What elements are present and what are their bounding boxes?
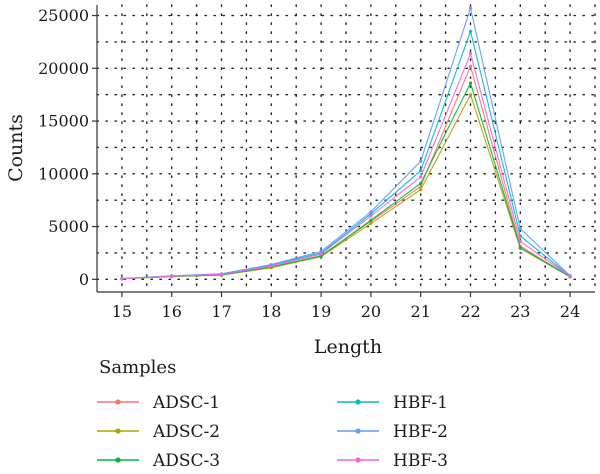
data-point [468, 51, 473, 56]
data-point [170, 274, 174, 278]
data-point [369, 214, 373, 218]
x-tick-label: 24 [560, 302, 580, 321]
data-point [468, 93, 473, 97]
data-point [518, 246, 522, 250]
data-point [468, 81, 473, 85]
data-point [468, 6, 473, 10]
data-point [120, 277, 124, 281]
x-tick-label: 23 [510, 302, 530, 321]
legend-item: HBF-2 [337, 422, 448, 442]
legend-label: HBF-2 [393, 422, 448, 442]
data-point [419, 159, 423, 163]
legend-label: ADSC-3 [152, 451, 220, 471]
legend-item: ADSC-3 [97, 451, 220, 471]
x-tick-label: 20 [361, 302, 381, 321]
x-tick-label: 17 [211, 302, 231, 321]
x-tick-label: 19 [311, 302, 331, 321]
series-line [121, 51, 571, 280]
data-point [468, 29, 473, 33]
y-axis-title: Counts [5, 114, 27, 182]
legend-label: ADSC-1 [152, 393, 220, 413]
series-lines [120, 6, 572, 281]
x-tick-label: 16 [162, 302, 182, 321]
y-axis-ticks: 0 5000 10000 15000 20000 25000 [38, 6, 97, 289]
y-tick-label: 5000 [48, 217, 89, 236]
legend-swatch-point [115, 457, 121, 463]
grid-lines [96, 4, 596, 293]
legend-item: ADSC-2 [97, 422, 220, 442]
legend: ADSC-1 ADSC-2 ADSC-3 HBF-1 HBF-2 HBF-3 [97, 393, 448, 471]
data-point [419, 188, 423, 192]
x-axis-ticks: 15 16 17 18 19 20 21 22 23 24 [112, 292, 580, 321]
data-point [269, 264, 273, 268]
legend-swatch-point [115, 399, 121, 405]
data-point [319, 252, 323, 256]
legend-swatch-point [355, 457, 361, 463]
legend-title: Samples [99, 357, 176, 378]
legend-label: ADSC-2 [152, 422, 220, 442]
legend-item: HBF-1 [337, 393, 448, 413]
data-point [419, 169, 423, 173]
y-tick-label: 25000 [38, 6, 89, 25]
y-tick-label: 20000 [38, 59, 89, 78]
x-axis-title: Length [314, 336, 382, 358]
data-point [419, 181, 423, 185]
data-point [369, 218, 373, 222]
y-tick-label: 0 [79, 270, 89, 289]
legend-item: ADSC-1 [97, 393, 220, 413]
x-tick-label: 22 [460, 302, 480, 321]
data-point [369, 221, 373, 226]
data-point [369, 210, 373, 214]
x-tick-label: 21 [411, 302, 431, 321]
data-point [468, 64, 473, 68]
data-point [219, 272, 224, 276]
data-point [518, 239, 522, 243]
legend-item: HBF-3 [337, 451, 448, 471]
y-tick-label: 15000 [38, 112, 89, 131]
data-point [319, 249, 323, 253]
x-tick-label: 15 [112, 302, 132, 321]
legend-swatch-point [115, 428, 121, 434]
legend-swatch-point [355, 399, 361, 405]
legend-swatch-point [355, 428, 361, 434]
data-point [419, 175, 423, 179]
y-tick-label: 10000 [38, 164, 89, 183]
data-point [518, 227, 522, 231]
legend-label: HBF-3 [393, 451, 448, 471]
legend-label: HBF-1 [393, 393, 448, 413]
x-tick-label: 18 [261, 302, 281, 321]
data-point [568, 274, 572, 278]
